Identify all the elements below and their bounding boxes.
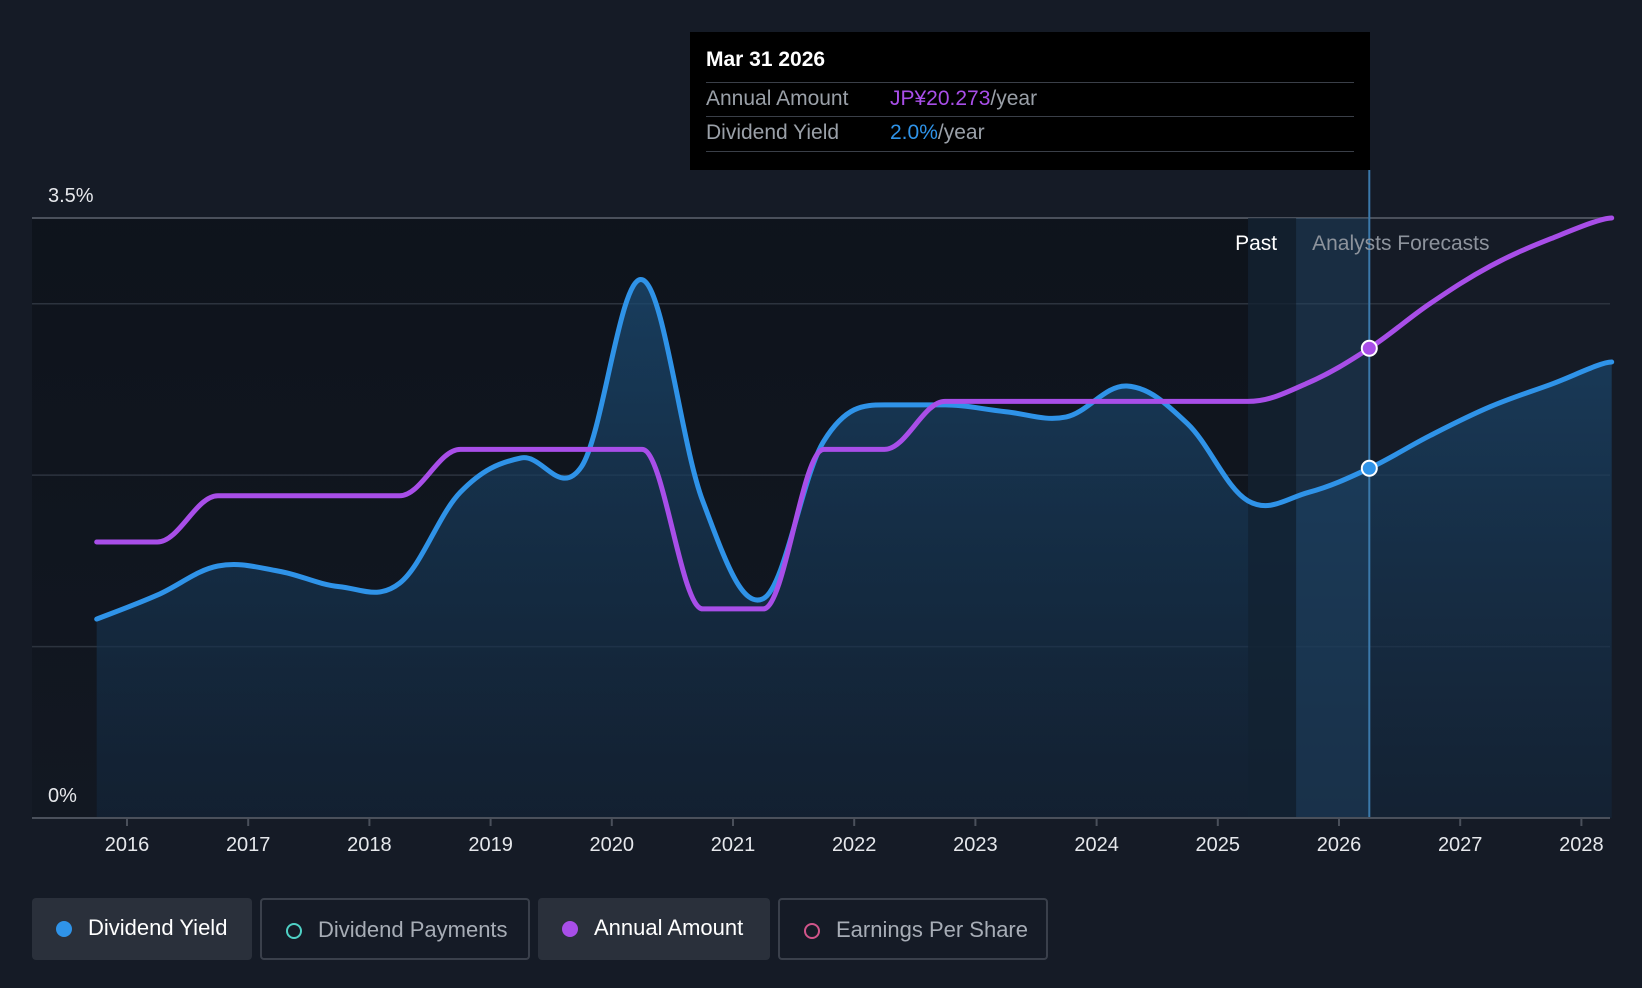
tooltip-dividend-yield-row: Dividend Yield 2.0%/year bbox=[706, 116, 1354, 152]
y-axis-label-bottom: 0% bbox=[48, 785, 77, 807]
forecast-band-edge bbox=[1248, 218, 1297, 818]
y-axis-label-top: 3.5% bbox=[48, 185, 94, 207]
legend-earnings-per-share[interactable]: Earnings Per Share bbox=[778, 898, 1048, 960]
tooltip-annual-amount-unit: /year bbox=[990, 87, 1038, 110]
x-tick-label: 2023 bbox=[953, 834, 998, 856]
x-tick-label: 2016 bbox=[105, 834, 150, 856]
past-label: Past bbox=[1235, 232, 1277, 255]
legend-dividend-yield[interactable]: Dividend Yield bbox=[32, 898, 252, 960]
tooltip-annual-amount-value: JP¥20.273 bbox=[890, 87, 991, 110]
x-tick-label: 2021 bbox=[711, 834, 756, 856]
legend-dividend-payments-label: Dividend Payments bbox=[318, 917, 508, 942]
x-tick-label: 2017 bbox=[226, 834, 271, 856]
tooltip-dividend-yield-label: Dividend Yield bbox=[706, 121, 840, 144]
x-tick-label: 2019 bbox=[468, 834, 513, 856]
dividend-yield-dot-icon bbox=[56, 921, 72, 937]
x-tick-label: 2022 bbox=[832, 834, 877, 856]
x-tick-label: 2026 bbox=[1317, 834, 1362, 856]
dividend-yield-area bbox=[96, 279, 1612, 818]
legend-annual-amount[interactable]: Annual Amount bbox=[538, 898, 770, 960]
legend-dividend-yield-label: Dividend Yield bbox=[88, 915, 228, 940]
analysts-forecasts-label: Analysts Forecasts bbox=[1312, 232, 1489, 255]
legend-dividend-payments[interactable]: Dividend Payments bbox=[260, 898, 530, 960]
x-tick-label: 2028 bbox=[1559, 834, 1604, 856]
tooltip-annual-amount-label: Annual Amount bbox=[706, 87, 849, 110]
earnings-per-share-dot-icon bbox=[804, 923, 820, 939]
dividend-yield-marker[interactable] bbox=[1360, 459, 1378, 477]
annual-amount-marker[interactable] bbox=[1360, 339, 1378, 357]
x-tick-label: 2020 bbox=[590, 834, 635, 856]
tooltip-annual-amount-row: Annual Amount JP¥20.273/year bbox=[706, 82, 1354, 117]
legend-annual-amount-label: Annual Amount bbox=[594, 915, 744, 940]
x-tick-label: 2025 bbox=[1196, 834, 1241, 856]
annual-amount-dot-icon bbox=[562, 921, 578, 937]
dividend-payments-dot-icon bbox=[286, 923, 302, 939]
x-ticks: 2016 2017 2018 2019 2020 2021 2022 2023 2024 2025… bbox=[105, 818, 1604, 856]
x-tick-label: 2018 bbox=[347, 834, 392, 856]
legend-earnings-per-share-label: Earnings Per Share bbox=[836, 917, 1028, 942]
x-tick-label: 2027 bbox=[1438, 834, 1483, 856]
tooltip-date: Mar 31 2026 bbox=[706, 48, 826, 71]
tooltip-dividend-yield-unit: /year bbox=[937, 121, 985, 144]
x-tick-label: 2024 bbox=[1074, 834, 1119, 856]
tooltip: Mar 31 2026 Annual Amount JP¥20.273/year… bbox=[690, 32, 1370, 170]
tooltip-dividend-yield-value: 2.0% bbox=[890, 121, 938, 144]
